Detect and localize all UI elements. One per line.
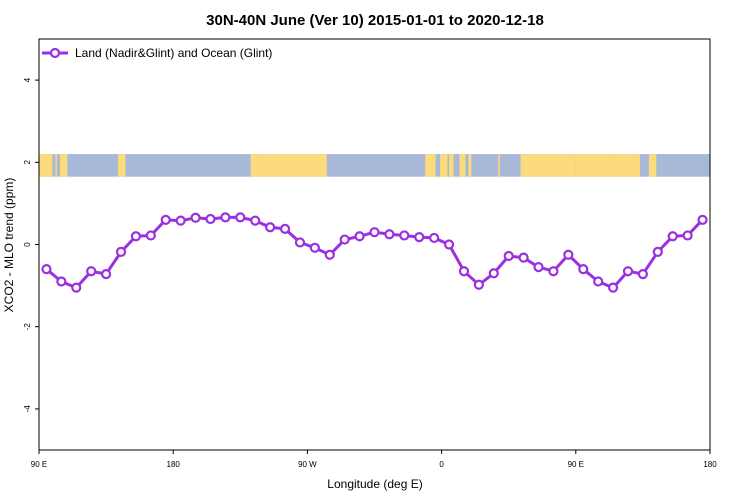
- map-land: [59, 154, 68, 177]
- data-point: [622, 266, 634, 277]
- data-point: [220, 212, 231, 223]
- data-point: [533, 262, 544, 273]
- x-tick-label: 0: [439, 460, 444, 469]
- data-point: [309, 242, 320, 253]
- chart-title: 30N-40N June (Ver 10) 2015-01-01 to 2020…: [206, 12, 544, 29]
- data-point: [414, 232, 425, 243]
- data-point: [205, 213, 216, 225]
- data-point: [190, 212, 201, 223]
- x-tick-label: 90 W: [298, 460, 317, 469]
- x-tick-label: 90 E: [31, 460, 47, 469]
- map-land: [468, 154, 472, 177]
- y-tick-label: -4: [23, 405, 32, 413]
- data-point: [339, 234, 350, 245]
- map-land: [286, 154, 327, 177]
- data-point: [115, 246, 127, 257]
- map-land: [250, 154, 263, 177]
- map-land: [55, 154, 57, 177]
- map-land: [119, 154, 126, 177]
- data-point: [384, 229, 395, 240]
- data-point: [145, 230, 156, 241]
- data-point: [458, 266, 470, 277]
- data-point: [593, 276, 604, 287]
- map-land: [262, 154, 287, 177]
- data-point: [354, 231, 365, 242]
- map-land: [498, 154, 500, 177]
- data-point: [443, 239, 455, 250]
- map-land: [449, 154, 454, 177]
- x-tick-label: 90 E: [568, 460, 584, 469]
- map-land: [322, 154, 326, 177]
- data-point: [652, 246, 663, 257]
- data-point: [250, 215, 261, 226]
- legend-marker-swatch: [49, 47, 61, 59]
- data-point: [578, 264, 589, 275]
- series-layer: [41, 212, 708, 293]
- data-point: [607, 282, 619, 293]
- map-land: [614, 154, 640, 177]
- map-land: [520, 154, 524, 177]
- legend: Land (Nadir&Glint) and Ocean (Glint): [42, 46, 272, 60]
- data-point: [175, 215, 186, 226]
- map-land: [648, 154, 657, 177]
- data-point: [56, 276, 67, 287]
- data-point: [324, 249, 335, 260]
- data-point: [235, 212, 246, 223]
- y-tick-label: 4: [23, 77, 32, 82]
- x-tick-label: 180: [167, 460, 181, 469]
- y-axis-label: XCO2 - MLO trend (ppm): [2, 178, 16, 313]
- data-point: [697, 214, 708, 225]
- map-land: [118, 154, 120, 177]
- map-strip: [39, 154, 710, 177]
- x-tick-label: 180: [703, 460, 717, 469]
- map-land: [425, 154, 436, 177]
- legend-label: Land (Nadir&Glint) and Ocean (Glint): [75, 46, 272, 60]
- map-land: [440, 154, 448, 177]
- data-point: [518, 252, 529, 263]
- data-point: [473, 279, 484, 290]
- data-point: [682, 230, 693, 241]
- x-axis: 90 E 180 90 W 0 90 E 180: [31, 450, 717, 469]
- data-point: [503, 250, 514, 262]
- map-land: [39, 154, 53, 177]
- data-point: [429, 232, 440, 244]
- data-point: [548, 266, 559, 277]
- data-point: [488, 268, 499, 279]
- map-land: [575, 154, 615, 177]
- y-tick-label: 0: [23, 242, 32, 247]
- data-point: [563, 249, 574, 260]
- data-point: [667, 231, 678, 242]
- data-point: [294, 237, 306, 248]
- y-tick-label: 2: [23, 160, 32, 165]
- map-land: [523, 154, 576, 177]
- data-point: [130, 231, 142, 242]
- data-point: [369, 227, 380, 238]
- data-point: [41, 264, 52, 275]
- data-point: [86, 266, 97, 277]
- map-land: [459, 154, 466, 177]
- data-point: [71, 282, 82, 293]
- data-point: [100, 268, 112, 280]
- data-point: [160, 214, 171, 225]
- data-point: [279, 223, 291, 234]
- data-point: [637, 268, 649, 280]
- data-point: [399, 230, 410, 241]
- y-tick-label: -2: [23, 323, 32, 331]
- x-axis-label: Longitude (deg E): [327, 477, 422, 491]
- plot-frame: [38, 38, 711, 451]
- data-point: [265, 222, 276, 233]
- y-axis: -4 -2 0 2 4: [23, 77, 39, 412]
